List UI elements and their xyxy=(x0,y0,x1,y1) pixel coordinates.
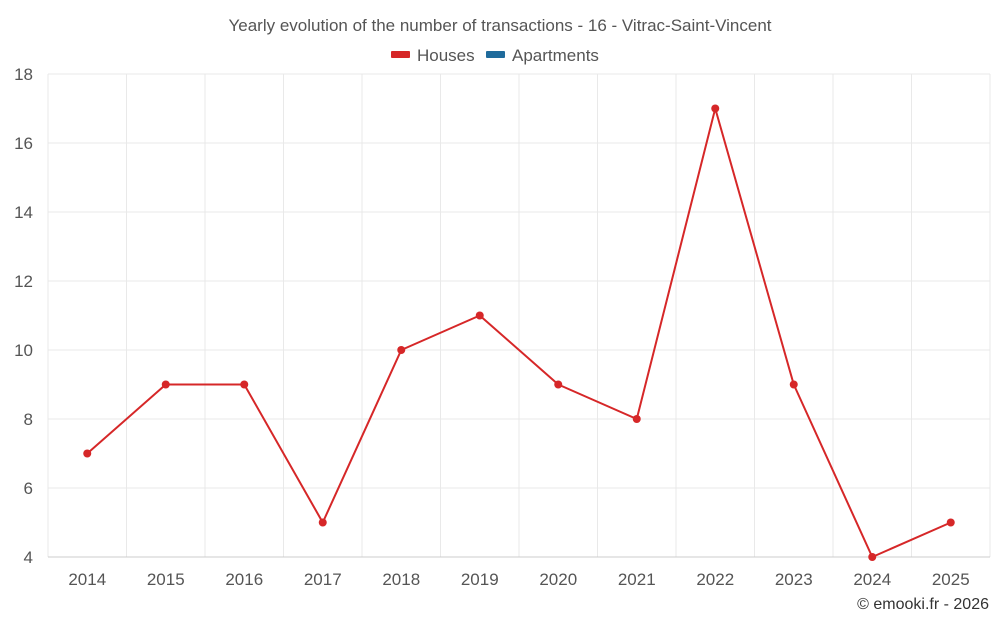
legend[interactable]: Houses Apartments xyxy=(391,46,599,65)
data-point-houses[interactable] xyxy=(632,415,641,423)
x-tick-label: 2015 xyxy=(147,570,185,589)
data-point-houses[interactable] xyxy=(240,380,249,389)
data-point-houses[interactable] xyxy=(475,311,484,320)
legend-label-apartments[interactable]: Apartments xyxy=(512,46,599,65)
data-point-houses[interactable] xyxy=(711,104,720,113)
x-tick-label: 2016 xyxy=(225,570,263,589)
legend-swatch-houses[interactable] xyxy=(391,51,410,58)
series-line-houses[interactable] xyxy=(86,107,952,558)
data-point-houses[interactable] xyxy=(789,380,798,389)
y-tick-label: 6 xyxy=(24,479,33,498)
x-tick-label: 2022 xyxy=(696,570,734,589)
data-point-houses[interactable] xyxy=(318,518,327,527)
x-tick-label: 2025 xyxy=(932,570,970,589)
x-tick-label: 2014 xyxy=(68,570,106,589)
x-tick-label: 2024 xyxy=(853,570,891,589)
y-tick-label: 16 xyxy=(14,134,33,153)
x-tick-label: 2023 xyxy=(775,570,813,589)
data-point-houses[interactable] xyxy=(946,518,955,527)
x-tick-label: 2021 xyxy=(618,570,656,589)
chart-title: Yearly evolution of the number of transa… xyxy=(228,16,771,35)
x-tick-label: 2018 xyxy=(382,570,420,589)
series-group xyxy=(83,104,955,561)
y-tick-label: 8 xyxy=(24,410,33,429)
credit-text: © emooki.fr - 2026 xyxy=(857,596,989,613)
y-tick-label: 4 xyxy=(24,548,33,567)
y-tick-label: 14 xyxy=(14,203,33,222)
data-point-houses[interactable] xyxy=(83,449,92,458)
y-axis-labels: 4 6 8 10 12 14 16 18 xyxy=(14,65,33,567)
grid xyxy=(47,73,991,557)
y-tick-label: 10 xyxy=(14,341,33,360)
data-point-houses[interactable] xyxy=(868,553,877,561)
x-axis-labels: 2014 2015 2016 2017 2018 2019 2020 2021 2022 2023… xyxy=(68,570,969,589)
x-tick-label: 2019 xyxy=(461,570,499,589)
data-point-houses[interactable] xyxy=(161,380,170,389)
y-tick-label: 18 xyxy=(14,65,33,84)
data-point-houses[interactable] xyxy=(397,346,406,354)
x-tick-label: 2020 xyxy=(539,570,577,589)
legend-label-houses[interactable]: Houses xyxy=(417,46,475,65)
data-point-houses[interactable] xyxy=(554,380,563,389)
x-tick-label: 2017 xyxy=(304,570,342,589)
y-tick-label: 12 xyxy=(14,272,33,291)
legend-swatch-apartments[interactable] xyxy=(486,51,505,58)
